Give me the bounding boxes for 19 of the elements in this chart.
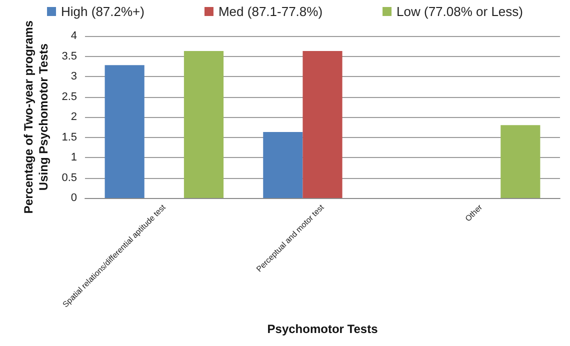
bar	[302, 50, 342, 198]
y-tick-label: 3.5	[62, 50, 77, 62]
legend-label: Med (87.1-77.8%)	[218, 4, 323, 19]
legend-label: Low (77.08% or Less)	[396, 4, 523, 19]
bar	[500, 125, 540, 198]
bar	[263, 132, 303, 198]
y-tick-label: 4	[70, 30, 77, 42]
x-axis-title: Psychomotor Tests	[267, 322, 378, 336]
y-tick-label: 2.5	[62, 90, 77, 103]
y-tick-label: 2	[70, 111, 77, 123]
bar	[184, 50, 224, 198]
y-tick-label: 0.5	[62, 172, 77, 184]
y-tick-label: 3	[70, 70, 77, 82]
y-tick-label: 1	[70, 152, 77, 164]
y-tick-label: 0	[70, 192, 77, 204]
y-axis-title: Percentage of Two-year programs Using Psychomotor Tests	[21, 20, 50, 214]
legend-label: High (87.2%+)	[61, 4, 144, 19]
y-tick-label: 1.5	[62, 131, 77, 144]
bar	[104, 65, 144, 198]
